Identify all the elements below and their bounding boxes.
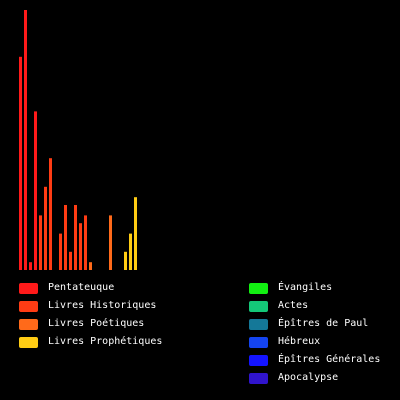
bar (44, 186, 47, 270)
legend-item-livres-prophetiques: Livres Prophétiques (19, 333, 162, 351)
legend-item-epitres-de-paul: Épîtres de Paul (249, 315, 380, 333)
legend-swatch (249, 354, 268, 366)
legend-swatch (19, 282, 38, 294)
bar (124, 251, 127, 270)
legend-item-epitres-generales: Épîtres Générales (249, 351, 380, 369)
legend-item-apocalypse: Apocalypse (249, 369, 380, 387)
legend-swatch (249, 318, 268, 330)
legend-swatch (249, 300, 268, 312)
legend-label: Évangiles (278, 282, 333, 293)
bar (59, 233, 62, 270)
legend-label: Livres Poétiques (48, 318, 145, 329)
legend-label: Apocalypse (278, 372, 339, 383)
bars-group (19, 10, 137, 271)
legend-item-evangiles: Évangiles (249, 279, 380, 297)
legend-item-livres-historiques: Livres Historiques (19, 297, 162, 315)
bar (74, 205, 77, 270)
legend-item-hebreux: Hébreux (249, 333, 380, 351)
legend-label: Livres Prophétiques (48, 336, 163, 347)
bar (89, 262, 92, 270)
legend-swatch (249, 372, 268, 384)
bar (79, 223, 82, 270)
legend-label: Épîtres de Paul (278, 318, 369, 329)
legend-label: Épîtres Générales (278, 354, 381, 365)
bar (29, 262, 32, 270)
bar (109, 215, 112, 270)
bar (129, 233, 132, 270)
bar (64, 205, 67, 270)
bar (24, 10, 27, 270)
bar (49, 158, 52, 270)
bar (69, 251, 72, 270)
legend-swatch (19, 318, 38, 330)
legend-swatch (249, 336, 268, 348)
legend-swatch (19, 300, 38, 312)
legend-left: Pentateuque Livres Historiques Livres Po… (19, 279, 162, 351)
bar (39, 215, 42, 270)
bar (134, 197, 137, 270)
legend-label: Livres Historiques (48, 300, 157, 311)
legend-item-pentateuque: Pentateuque (19, 279, 162, 297)
legend-label: Actes (278, 300, 309, 311)
bar (34, 111, 37, 271)
legend-label: Hébreux (278, 336, 321, 347)
legend-label: Pentateuque (48, 282, 115, 293)
bar (84, 215, 87, 270)
legend-swatch (19, 336, 38, 348)
legend-right: Évangiles Actes Épîtres de Paul Hébreux … (249, 279, 380, 387)
bar (19, 56, 22, 270)
legend-item-actes: Actes (249, 297, 380, 315)
legend-item-livres-poetiques: Livres Poétiques (19, 315, 162, 333)
legend-swatch (249, 282, 268, 294)
